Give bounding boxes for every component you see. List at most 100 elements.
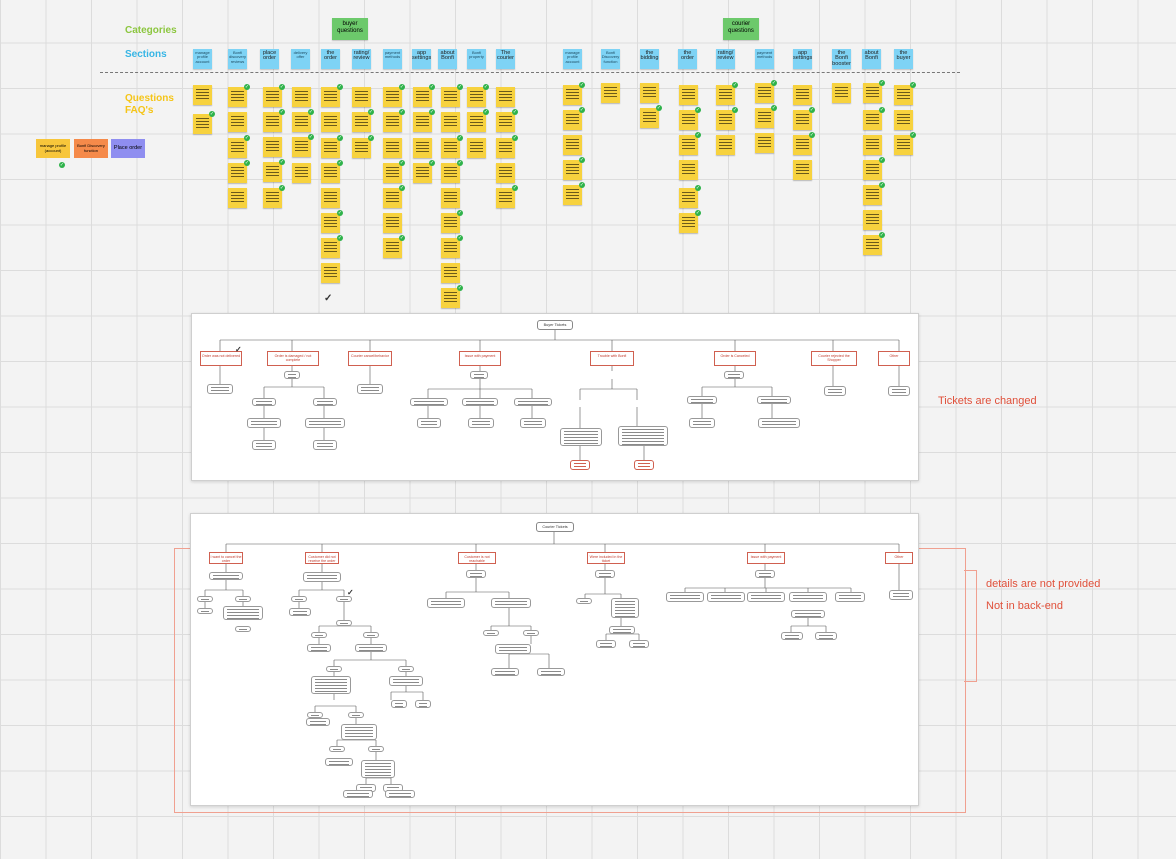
legend-manage-profile[interactable]: manage profile (account) [36,139,70,158]
tree-leaf-node[interactable] [385,790,415,798]
faq-sticky-note[interactable] [263,137,282,157]
tree-leaf-node[interactable] [197,608,213,614]
tree-leaf-node[interactable] [329,746,345,752]
faq-sticky-note[interactable] [228,188,247,208]
tree-leaf-node[interactable] [348,712,364,718]
section-sticky[interactable]: the order [321,49,340,69]
tree-leaf-node[interactable] [311,632,327,638]
faq-sticky-note[interactable] [228,87,247,107]
faq-sticky-note[interactable] [193,85,212,105]
faq-sticky-note[interactable] [640,108,659,128]
faq-sticky-note[interactable] [413,163,432,183]
tree-leaf-node[interactable] [629,640,649,648]
tree-leaf-node[interactable] [252,440,276,450]
faq-sticky-note[interactable] [263,188,282,208]
tree-leaf-node[interactable] [341,724,377,740]
buyer-ticket-node[interactable]: Courier rejected the Shopper [811,351,857,366]
buyer-ticket-node[interactable]: Order was not delivered [200,351,242,366]
courier-root-node[interactable]: Courier Tickets [536,522,574,532]
tree-leaf-node[interactable] [689,418,715,428]
tree-leaf-node[interactable] [326,666,342,672]
section-sticky[interactable]: about Bonfi [438,49,457,69]
faq-sticky-note[interactable] [563,160,582,180]
tree-leaf-node[interactable] [468,418,494,428]
faq-sticky-note[interactable] [793,110,812,130]
faq-sticky-note[interactable] [793,160,812,180]
section-sticky[interactable]: payment methods [755,49,774,69]
tree-leaf-node[interactable] [595,570,615,578]
tree-leaf-node[interactable] [355,644,387,652]
tree-leaf-node[interactable] [368,746,384,752]
faq-sticky-note[interactable] [496,188,515,208]
tree-leaf-node[interactable] [789,592,827,602]
tree-leaf-node[interactable] [252,398,276,406]
faq-sticky-note[interactable] [228,112,247,132]
tree-leaf-node[interactable] [495,644,531,654]
faq-sticky-note[interactable] [679,135,698,155]
tree-leaf-node[interactable] [889,590,913,600]
tree-leaf-node[interactable] [724,371,744,379]
faq-sticky-note[interactable] [292,137,311,157]
tree-leaf-node[interactable] [336,620,352,626]
faq-sticky-note[interactable] [863,235,882,255]
faq-sticky-note[interactable] [441,263,460,283]
faq-sticky-note[interactable] [679,188,698,208]
courier-ticket-node[interactable]: Issue with payment [747,552,785,564]
faq-sticky-note[interactable] [894,135,913,155]
tree-leaf-node[interactable] [336,596,352,602]
buyer-ticket-node[interactable]: Issue with payment [459,351,501,366]
tree-leaf-node[interactable] [357,384,383,394]
buyer-ticket-node[interactable]: Order is Canceled [714,351,756,366]
section-sticky[interactable]: The courier [496,49,515,69]
tree-leaf-node[interactable] [307,644,331,652]
section-sticky[interactable]: the Bonfi booster [832,49,851,69]
tree-leaf-node[interactable] [491,668,519,676]
tree-leaf-node[interactable] [389,676,423,686]
buyer-tickets-board[interactable]: Buyer Tickets Order was not delivered Or… [191,313,919,481]
faq-sticky-note[interactable] [563,135,582,155]
tree-leaf-node[interactable] [520,418,546,428]
faq-sticky-note[interactable] [383,163,402,183]
faq-sticky-note[interactable] [496,138,515,158]
faq-sticky-note[interactable] [383,112,402,132]
courier-ticket-node[interactable]: I want to cancel the order [209,552,243,564]
tree-leaf-node[interactable] [462,398,498,406]
category-tag-courier[interactable]: courier questions [723,18,759,40]
faq-sticky-note[interactable] [563,110,582,130]
tree-leaf-node[interactable] [757,396,791,404]
faq-sticky-note[interactable] [467,112,486,132]
faq-sticky-note[interactable] [292,112,311,132]
faq-sticky-note[interactable] [228,138,247,158]
faq-sticky-note[interactable] [863,160,882,180]
faq-sticky-note[interactable] [228,163,247,183]
faq-sticky-note[interactable] [755,133,774,153]
courier-ticket-node[interactable]: Were included in the ticket [587,552,625,564]
tree-leaf-node[interactable] [427,598,465,608]
tree-leaf-node[interactable] [391,700,407,708]
faq-sticky-note[interactable] [292,163,311,183]
tree-leaf-node[interactable] [611,598,639,618]
tree-leaf-node[interactable] [247,418,281,428]
section-sticky[interactable]: manage profile account [563,49,582,69]
faq-sticky-note[interactable] [321,112,340,132]
faq-sticky-note[interactable] [352,112,371,132]
faq-sticky-note[interactable] [321,213,340,233]
faq-sticky-note[interactable] [263,112,282,132]
faq-sticky-note[interactable] [441,188,460,208]
faq-sticky-note[interactable] [863,83,882,103]
section-sticky[interactable]: the order [678,49,697,69]
faq-sticky-note[interactable] [383,138,402,158]
faq-sticky-note[interactable] [321,87,340,107]
faq-sticky-note[interactable] [496,87,515,107]
tree-leaf-node[interactable] [888,386,910,396]
faq-sticky-note[interactable] [441,112,460,132]
courier-ticket-node[interactable]: Customer is not reachable [458,552,496,564]
faq-sticky-note[interactable] [832,83,851,103]
faq-sticky-note[interactable] [496,163,515,183]
faq-sticky-note[interactable] [441,163,460,183]
tree-leaf-node[interactable] [306,718,330,726]
tree-leaf-node[interactable] [483,630,499,636]
faq-sticky-note[interactable] [563,85,582,105]
faq-sticky-note[interactable] [716,135,735,155]
tree-leaf-node[interactable] [289,608,311,616]
